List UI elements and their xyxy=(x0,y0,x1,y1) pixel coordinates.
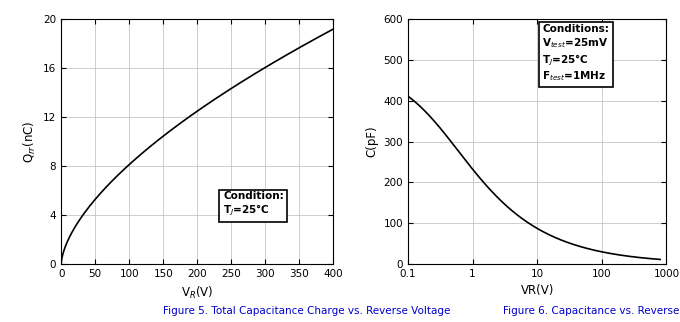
Y-axis label: Q$_{rr}$(nC): Q$_{rr}$(nC) xyxy=(22,120,37,163)
Text: Condition:
T$_{J}$=25°C: Condition: T$_{J}$=25°C xyxy=(223,191,284,218)
X-axis label: VR(V): VR(V) xyxy=(520,284,554,298)
Y-axis label: C(pF): C(pF) xyxy=(365,126,378,157)
Text: Conditions:
V$_{test}$=25mV
T$_{J}$=25°C
F$_{test}$=1MHz: Conditions: V$_{test}$=25mV T$_{J}$=25°C… xyxy=(543,24,609,83)
Text: Figure 6. Capacitance vs. Reverse Voltage: Figure 6. Capacitance vs. Reverse Voltag… xyxy=(503,306,680,316)
X-axis label: V$_{R}$(V): V$_{R}$(V) xyxy=(181,284,214,300)
Text: Figure 5. Total Capacitance Charge vs. Reverse Voltage: Figure 5. Total Capacitance Charge vs. R… xyxy=(163,306,451,316)
